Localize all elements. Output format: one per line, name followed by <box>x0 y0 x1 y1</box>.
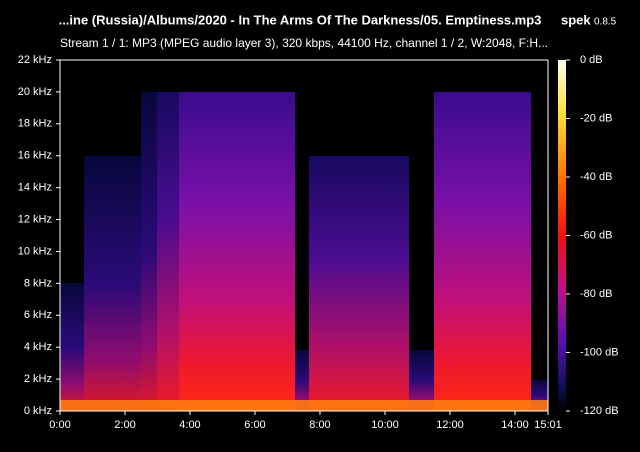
colorbar-tick-label: -80 dB <box>580 288 612 300</box>
x-tick-label: 8:00 <box>309 419 330 431</box>
y-tick-label: 0 kHz <box>24 405 52 417</box>
spectrum-region <box>60 283 84 411</box>
y-tick-label: 6 kHz <box>24 309 52 321</box>
colorbar-tick-label: 0 dB <box>580 54 603 66</box>
chart-subtitle: Stream 1 / 1: MP3 (MPEG audio layer 3), … <box>60 36 548 50</box>
y-tick-label: 14 kHz <box>18 182 52 194</box>
y-tick-label: 4 kHz <box>24 341 52 353</box>
colorbar-tick-label: -120 dB <box>580 405 619 417</box>
app-version: 0.8.5 <box>594 17 617 28</box>
y-tick-label: 10 kHz <box>18 245 52 257</box>
x-tick-label: 10:00 <box>371 419 399 431</box>
spectrum-region <box>309 156 409 411</box>
y-tick-label: 22 kHz <box>18 54 52 66</box>
y-tick-label: 18 kHz <box>18 118 52 130</box>
x-tick-label: 12:00 <box>436 419 464 431</box>
colorbar-tick-label: -20 dB <box>580 112 612 124</box>
x-tick-label: 2:00 <box>114 419 135 431</box>
x-tick-label: 6:00 <box>244 419 265 431</box>
spectrum-region <box>157 92 179 411</box>
spectrum-region <box>179 92 295 411</box>
x-tick-label: 0:00 <box>49 419 70 431</box>
spectrum-region <box>295 350 309 411</box>
y-tick-label: 12 kHz <box>18 213 52 225</box>
x-tick-label: 15:01 <box>534 419 562 431</box>
colorbar-tick-label: -100 dB <box>580 346 619 358</box>
spectrum-region <box>141 92 157 411</box>
x-tick-label: 14:00 <box>501 419 529 431</box>
colorbar-tick-label: -60 dB <box>580 229 612 241</box>
y-tick-label: 20 kHz <box>18 86 52 98</box>
x-tick-label: 4:00 <box>179 419 200 431</box>
low-band <box>60 400 548 411</box>
chart-title: ...ine (Russia)/Albums/2020 - In The Arm… <box>59 12 542 27</box>
spectrogram <box>60 92 548 411</box>
app-name: spek <box>561 12 591 27</box>
spectrum-region <box>84 156 141 411</box>
y-tick-label: 8 kHz <box>24 277 52 289</box>
y-tick-label: 16 kHz <box>18 150 52 162</box>
colorbar-tick-label: -40 dB <box>580 171 612 183</box>
spectrum-region <box>434 92 531 411</box>
colorbar <box>558 60 566 411</box>
y-tick-label: 2 kHz <box>24 373 52 385</box>
